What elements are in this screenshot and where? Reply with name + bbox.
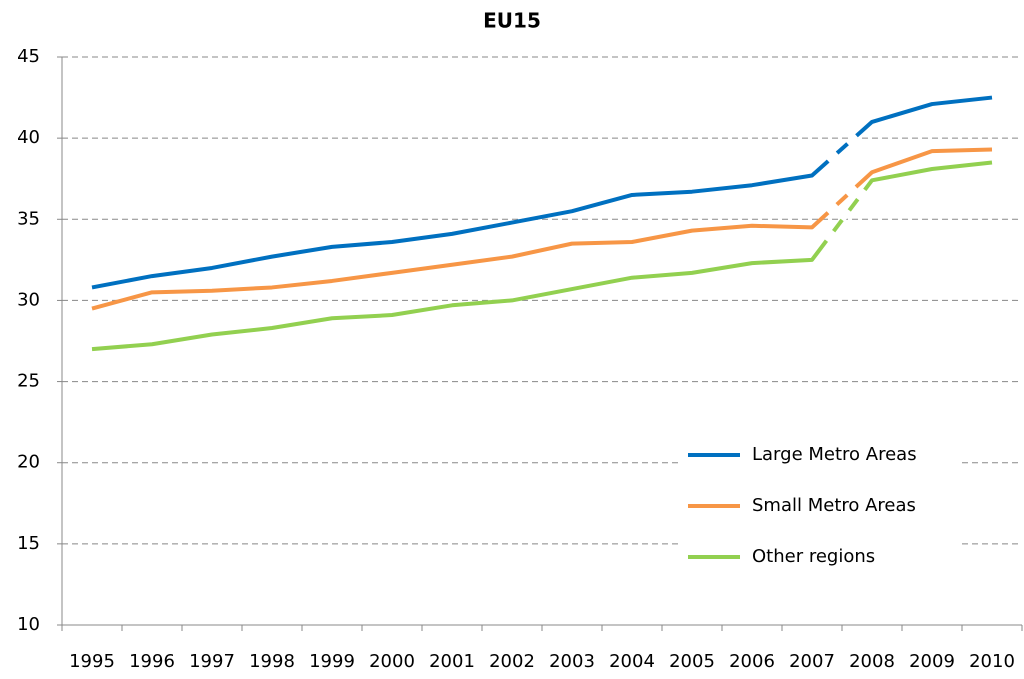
x-tick-label: 2004 xyxy=(609,651,655,672)
x-tick-label: 1998 xyxy=(249,651,295,672)
y-tick-label: 30 xyxy=(17,289,40,310)
x-tick-label: 1995 xyxy=(69,651,115,672)
line-series xyxy=(91,160,993,352)
x-tick-label: 1999 xyxy=(309,651,355,672)
x-tick-label: 2000 xyxy=(369,651,415,672)
y-tick-label: 45 xyxy=(17,46,40,67)
x-tick-label: 2007 xyxy=(789,651,835,672)
line-series xyxy=(91,95,993,290)
x-tick-label: 2010 xyxy=(969,651,1015,672)
legend-label: Large Metro Areas xyxy=(752,444,917,465)
y-tick-label: 15 xyxy=(17,533,40,554)
chart-title: EU15 xyxy=(483,9,541,33)
x-tick-label: 1997 xyxy=(189,651,235,672)
line-series xyxy=(91,147,993,311)
y-tick-label: 35 xyxy=(17,208,40,229)
y-tick-label: 10 xyxy=(17,614,40,635)
x-tick-label: 2009 xyxy=(909,651,955,672)
dash-gap xyxy=(816,188,868,253)
x-tick-label: 1996 xyxy=(129,651,175,672)
x-tick-label: 2003 xyxy=(549,651,595,672)
x-tick-label: 2001 xyxy=(429,651,475,672)
x-tick-label: 2005 xyxy=(669,651,715,672)
x-tick-label: 2008 xyxy=(849,651,895,672)
x-tick-label: 2002 xyxy=(489,651,535,672)
legend-label: Other regions xyxy=(752,546,875,567)
y-tick-label: 20 xyxy=(17,452,40,473)
legend-label: Small Metro Areas xyxy=(752,495,916,516)
y-tick-label: 40 xyxy=(17,127,40,148)
x-tick-label: 2006 xyxy=(729,651,775,672)
y-tick-label: 25 xyxy=(17,371,40,392)
